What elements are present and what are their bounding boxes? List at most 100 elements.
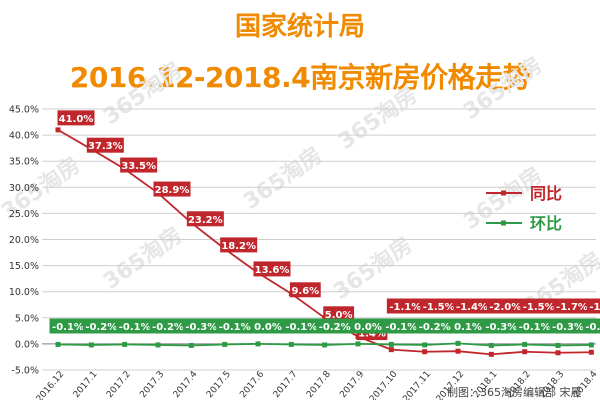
watermark: 365淘房 (239, 142, 328, 215)
mom-data-label-box (216, 318, 254, 334)
y-tick-label: 5.0% (15, 313, 39, 324)
x-tick-label: 2017.10 (368, 369, 400, 400)
yoy-data-label: 23.2% (188, 215, 223, 226)
mom-point (122, 341, 128, 347)
mom-data-label-box (549, 318, 587, 334)
legend-mom-label: 环比 (530, 214, 562, 233)
x-tick-label: 2017.9 (338, 369, 366, 400)
mom-data-label: -0.3% (185, 322, 217, 333)
yoy-point (588, 349, 594, 355)
x-tick-label: 2017.7 (272, 370, 300, 400)
mom-point (355, 341, 361, 347)
x-tick-label: 2017.2 (105, 370, 133, 400)
yoy-data-label: 5.0% (325, 310, 353, 321)
yoy-data-label-box (253, 261, 291, 277)
mom-point (455, 340, 461, 346)
yoy-data-label-box (57, 110, 95, 126)
watermark: 365淘房 (459, 52, 548, 125)
mom-data-label-box (282, 318, 320, 334)
credit-note: 制图：365淘房编辑部 宋晨 (447, 386, 582, 399)
mom-data-label: -0.2% (85, 322, 117, 333)
yoy-point (55, 127, 61, 133)
yoy-data-label-box (453, 298, 491, 314)
mom-data-label: -0.3% (485, 322, 517, 333)
yoy-data-label-box (120, 157, 158, 173)
mom-point (155, 342, 161, 348)
yoy-data-label-box (386, 298, 424, 314)
mom-data-label-box (382, 318, 420, 334)
yoy-point (422, 349, 428, 355)
mom-data-label: -0.1% (285, 322, 317, 333)
mom-point (488, 342, 494, 348)
mom-point (288, 341, 294, 347)
mom-data-label: -0.2% (152, 322, 184, 333)
yoy-data-label-box (323, 306, 355, 322)
yoy-data-label-box (86, 137, 124, 153)
mom-data-label-box (452, 318, 484, 334)
mom-data-label-box (316, 318, 354, 334)
mom-point (388, 341, 394, 347)
yoy-data-label: -1.7% (556, 302, 588, 313)
yoy-data-label: 28.9% (155, 185, 190, 196)
y-tick-label: 30.0% (9, 183, 39, 194)
y-tick-label: 0.0% (15, 339, 39, 350)
legend-mom-marker (501, 220, 506, 226)
x-tick-label: 2017.5 (205, 370, 233, 400)
x-tick-label: 2017.3 (138, 370, 166, 400)
watermark: 365淘房 (99, 222, 188, 295)
yoy-data-label: 18.2% (221, 241, 256, 252)
yoy-data-label-box (289, 282, 321, 298)
mom-data-label: -0.1% (385, 322, 417, 333)
yoy-point (522, 349, 528, 355)
yoy-point (388, 347, 394, 353)
x-tick-label: 2017.1 (72, 370, 100, 400)
mom-point (88, 342, 94, 348)
yoy-data-label: 9.6% (291, 286, 319, 297)
mom-point (188, 342, 194, 348)
legend-yoy-marker (501, 190, 506, 196)
yoy-data-label: -1.5% (523, 302, 555, 313)
mom-point (522, 341, 528, 347)
watermark: 365淘房 (329, 232, 418, 305)
mom-data-label-box (149, 318, 187, 334)
mom-data-label: 0.1% (454, 322, 482, 333)
mom-point (322, 342, 328, 348)
mom-data-label-box (182, 318, 220, 334)
y-tick-label: 20.0% (9, 235, 39, 246)
y-tick-label: -5.0% (11, 366, 39, 377)
mom-data-label: -0.1% (119, 322, 151, 333)
yoy-data-label-box (186, 211, 224, 227)
mom-data-label-box (482, 318, 520, 334)
yoy-data-label: -1.1% (389, 302, 421, 313)
yoy-point (455, 348, 461, 354)
yoy-data-label-box (420, 298, 458, 314)
mom-data-label: -0.2% (419, 322, 451, 333)
yoy-data-label: 37.3% (88, 141, 123, 152)
legend-yoy-label: 同比 (530, 184, 562, 203)
y-tick-label: 25.0% (9, 209, 39, 220)
mom-data-label-box (49, 318, 87, 334)
mom-point (422, 342, 428, 348)
yoy-data-label-box (220, 237, 258, 253)
yoy-data-label: -1.5% (423, 302, 455, 313)
mom-data-label-box (82, 318, 120, 334)
x-tick-label: 2017.11 (401, 370, 433, 400)
mom-point (55, 341, 61, 347)
yoy-data-label-box (486, 298, 524, 314)
mom-data-label: 0.0% (254, 322, 282, 333)
mom-data-label-box (352, 318, 384, 334)
yoy-data-label-box (553, 298, 591, 314)
mom-data-label: -0.1% (52, 322, 84, 333)
y-tick-label: 35.0% (9, 157, 39, 168)
yoy-data-label: -1.6% (589, 302, 600, 313)
yoy-data-label: 13.6% (255, 265, 290, 276)
mom-data-label: -0.3% (552, 322, 584, 333)
mom-data-label: -0.2% (585, 322, 600, 333)
mom-point (255, 341, 261, 347)
yoy-data-label: 41.0% (59, 114, 94, 125)
x-tick-label: 2016.12 (35, 370, 67, 400)
mom-data-label-box (516, 318, 554, 334)
mom-data-label: 0.0% (354, 322, 382, 333)
y-tick-label: 40.0% (9, 131, 39, 142)
